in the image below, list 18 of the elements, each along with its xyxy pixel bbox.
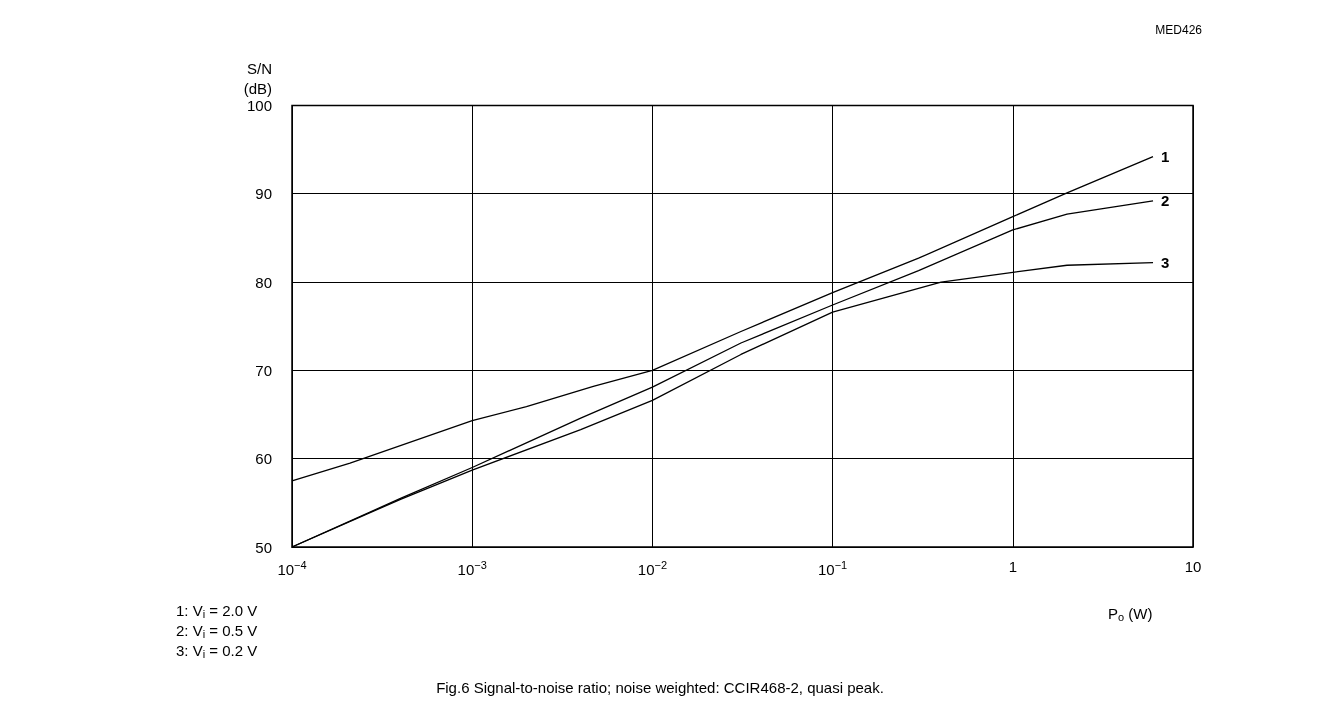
text: MED426 [1155,23,1203,37]
y-tick-label: 100 [246,96,272,114]
y-tick-label: 60 [255,450,272,468]
y-axis-title: S/N (dB) [243,59,272,97]
series-label: 2 [1161,192,1170,210]
y-tick-label: 70 [255,361,272,379]
text: 3: Vi = 0.2 V [176,642,258,660]
x-tick-label: 10 [1184,558,1202,575]
x-tick-label: 1 [1008,558,1017,575]
y-tick-label: 80 [255,273,272,291]
caption: Fig.6 Signal-to-noise ratio; noise weighted: CCIR468-2, quasi peak. [436,679,884,696]
y-tick-label: 90 [255,185,272,203]
y-tick-label: 50 [255,538,272,556]
text: 2: Vi = 0.5 V [176,622,258,640]
x-axis-title: Po (W) [1108,605,1153,623]
series-label: 1 [1161,148,1170,166]
text: 1: Vi = 2.0 V [176,602,258,620]
series-label: 3 [1161,254,1170,272]
